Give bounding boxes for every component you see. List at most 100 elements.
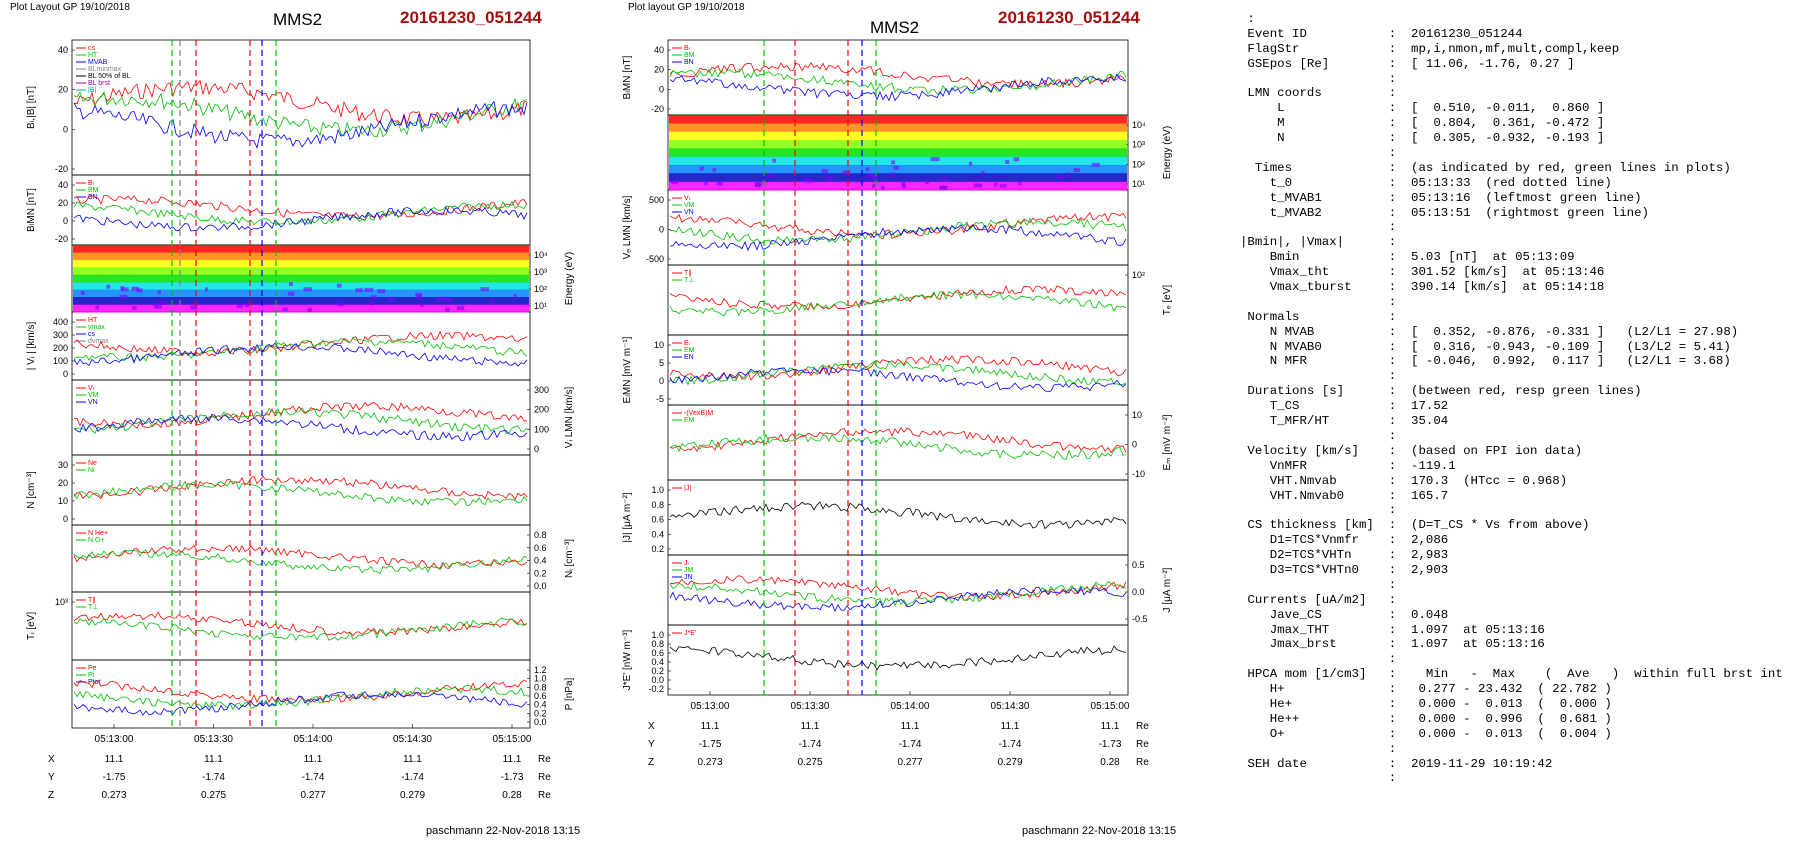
- left-pos-label: Z: [48, 790, 54, 801]
- left-panel-ylabel: Tᵢ [eV]: [26, 612, 37, 640]
- left-spectrogram-speck: [416, 294, 423, 299]
- left-spectrogram-band: [73, 259, 529, 268]
- left-tick-label: 0.8: [534, 530, 547, 540]
- left-legend-label: cs: [88, 331, 96, 338]
- left-spectrogram-speck: [282, 307, 288, 312]
- left-tick-label: -20: [55, 164, 68, 174]
- left-panel-ylabel: P [nPa]: [564, 677, 575, 710]
- right-spectrogram-speck: [872, 183, 876, 188]
- right-legend-label: Bₗ: [684, 45, 690, 52]
- left-legend-label: N O+: [88, 537, 105, 544]
- right-spectrogram-speck: [825, 176, 833, 181]
- right-legend-label: J*E': [684, 630, 696, 637]
- left-legend-label: |B|: [88, 87, 96, 94]
- right-panel-frame: [667, 624, 1129, 696]
- left-tick-label: 200: [534, 405, 549, 415]
- info-line: :: [1240, 220, 1397, 235]
- left-tick-label: 400: [53, 317, 68, 327]
- left-spectrogram-speck: [513, 294, 517, 299]
- right-legend-label: VM: [684, 202, 695, 209]
- left-legend-label: BL 50% of BL: [88, 73, 131, 80]
- info-line: :: [1240, 741, 1397, 756]
- right-pos-value: 0.279: [997, 757, 1022, 768]
- right-pos-value: 0.273: [697, 757, 722, 768]
- right-spectrogram-speck: [891, 160, 896, 165]
- left-spectrogram-band: [73, 274, 529, 283]
- info-line: N MVAB : [ 0.352, -0.876, -0.331 ] (L2/L…: [1240, 324, 1739, 339]
- left-tick-label: 20: [58, 198, 68, 208]
- left-tick-label: 0: [534, 444, 539, 454]
- right-tick-label: 40: [654, 45, 664, 55]
- left-spectrogram-speck: [131, 286, 140, 291]
- left-pos-value: -1.74: [202, 772, 225, 783]
- left-legend-label: dvmax: [88, 338, 109, 345]
- info-line: L : [ 0.510, -0.011, 0.860 ]: [1240, 101, 1605, 116]
- right-tick-label: 0.5: [1132, 560, 1145, 570]
- left-spectrogram-speck: [444, 297, 453, 302]
- left-tick-label: 0: [63, 216, 68, 226]
- left-series-line: [73, 475, 528, 501]
- left-panel-ylabel: BₗMN [nT]: [26, 188, 37, 232]
- left-tick-label: 10: [58, 496, 68, 506]
- right-spectrogram-speck: [901, 182, 906, 187]
- right-tick-label: 0.8: [651, 639, 664, 649]
- info-line: Event ID : 20161230_051244: [1240, 26, 1523, 41]
- right-pos-value: 11.1: [901, 721, 920, 732]
- right-spectrogram-band: [669, 181, 1127, 191]
- left-panel-frame: [71, 659, 531, 729]
- right-spectrogram-band: [669, 173, 1127, 183]
- right-spectrogram-speck: [867, 173, 876, 178]
- left-pos-value: 11.1: [204, 754, 223, 765]
- right-panel-ylabel: J [μA m⁻²]: [1162, 567, 1173, 612]
- right-spectrogram-speck: [1091, 162, 1100, 167]
- left-panel-frame: [71, 379, 531, 456]
- right-tick-label: -5: [656, 394, 664, 404]
- left-pos-value: -1.74: [302, 772, 325, 783]
- right-spectrogram-speck: [821, 169, 829, 174]
- left-spectrogram-speck: [491, 299, 495, 304]
- right-pos-label: X: [648, 721, 655, 732]
- left-panel-ylabel: | Vᵢ | [km/s]: [26, 322, 37, 371]
- left-series-line: [73, 413, 528, 441]
- left-tick-label: 20: [58, 85, 68, 95]
- right-series-line: [669, 581, 1127, 607]
- right-panel-frame: [667, 479, 1129, 556]
- left-spectrogram-band: [73, 267, 529, 276]
- left-series-line: [73, 549, 528, 575]
- left-tick-label: 100: [53, 356, 68, 366]
- right-spectrogram-speck: [766, 173, 775, 178]
- right-legend-label: -(VexB)M: [684, 410, 713, 417]
- info-line: He++ : 0.000 - 0.996 ( 0.681 ): [1240, 711, 1612, 726]
- right-spectrogram-speck: [902, 184, 906, 189]
- left-panel-frame: [71, 311, 531, 381]
- right-time-label: 05:13:00: [691, 701, 730, 712]
- right-spectrogram-speck: [880, 185, 885, 190]
- left-footer: paschmann 22-Nov-2018 13:15: [426, 825, 581, 837]
- right-series-line: [669, 355, 1127, 381]
- left-spectrogram-speck: [445, 307, 450, 312]
- left-pos-value: 0.279: [400, 790, 425, 801]
- right-tick-label: 0.0: [1132, 587, 1145, 597]
- right-tick-label: 0: [659, 376, 664, 386]
- left-legend-label: Pi: [88, 672, 95, 679]
- right-spectrogram-speck: [712, 168, 716, 173]
- left-spectrogram-speck: [80, 290, 85, 295]
- right-title: MMS2: [870, 18, 920, 37]
- info-line: M : [ 0.804, 0.361, -0.472 ]: [1240, 116, 1605, 131]
- right-tick-label: 0: [659, 225, 664, 235]
- info-line: |Bmin|, |Vmax| :: [1240, 235, 1397, 250]
- right-tick-label: -20: [651, 104, 664, 114]
- left-spectrogram-speck: [364, 287, 374, 292]
- info-line: :: [1240, 503, 1397, 518]
- left-legend-label: Pe: [88, 665, 97, 672]
- info-line: He+ : 0.000 - 0.013 ( 0.000 ): [1240, 696, 1612, 711]
- right-tick-label: 10⁴: [1132, 120, 1146, 130]
- info-line: LMN coords :: [1240, 86, 1397, 101]
- right-panel-ylabel: Energy (eV): [1162, 126, 1173, 179]
- left-spectrogram-speck: [336, 283, 342, 288]
- right-time-label: 05:14:30: [991, 701, 1030, 712]
- right-series-line: [669, 217, 1127, 245]
- left-tick-label: 100: [534, 424, 549, 434]
- right-spectrogram-band: [669, 131, 1127, 141]
- left-legend-label: BN: [88, 194, 98, 201]
